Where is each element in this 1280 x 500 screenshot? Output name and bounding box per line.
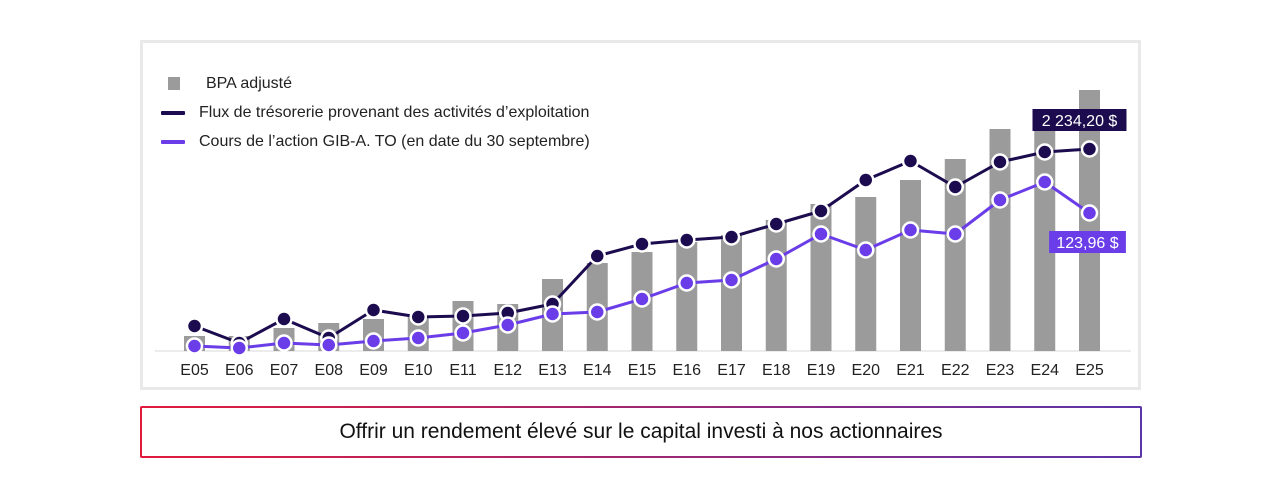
legend-swatch-share-price [161,139,185,144]
point-share-price-e11 [454,324,472,342]
point-share-price-e08 [320,336,338,354]
point-cash-flow-e14 [588,247,606,265]
point-cash-flow-e10 [409,308,427,326]
bar-e22 [944,159,966,351]
x-tick-label: E13 [538,362,567,379]
point-share-price-e14 [588,303,606,321]
x-tick-label: E18 [762,362,791,379]
point-cash-flow-e20 [857,171,875,189]
x-tick-label: E21 [896,362,925,379]
labels-layer: E05 E06 E07 E08 E09 E10 E11 E12 E13 E14 E15 E16 E17 E… [180,109,1127,379]
point-share-price-e24 [1036,173,1054,191]
x-tick-label: E19 [807,362,836,379]
point-cash-flow-e11 [454,307,472,325]
x-tick-label: E24 [1031,362,1060,379]
legend: BPA adjusté Flux de trésorerie provenant… [161,69,590,156]
point-share-price-e12 [499,316,517,334]
x-tick-label: E06 [225,362,254,379]
point-share-price-e10 [409,329,427,347]
x-tick-label: E22 [941,362,970,379]
point-share-price-e16 [678,274,696,292]
legend-swatch-cash-flow [161,110,185,115]
value-label-share-price-text: 123,96 $ [1056,235,1118,252]
x-tick-label: E14 [583,362,612,379]
x-tick-label: E23 [986,362,1015,379]
point-cash-flow-e18 [767,215,785,233]
point-cash-flow-e07 [275,310,293,328]
point-cash-flow-e22 [946,178,964,196]
legend-item-share-price: Cours de l’action GIB-A. TO (en date du … [161,127,590,156]
legend-item-cash-flow: Flux de trésorerie provenant des activit… [161,98,590,127]
point-cash-flow-e09 [364,301,383,319]
point-cash-flow-e21 [901,152,920,170]
point-share-price-e25 [1080,204,1099,222]
x-tick-label: E15 [628,362,657,379]
bar-e20 [855,197,877,351]
point-share-price-e07 [275,334,293,352]
x-tick-label: E10 [404,362,433,379]
x-tick-label: E12 [494,362,523,379]
x-tick-label: E20 [852,362,881,379]
callout-text: Offrir un rendement élevé sur le capital… [339,420,943,443]
bar-e24 [1034,112,1056,351]
value-label-share-price-bg [1049,231,1126,253]
point-cash-flow-e19 [812,202,830,220]
point-share-price-e19 [812,225,830,243]
bar-e21 [900,180,921,351]
point-share-price-e06 [230,339,248,357]
point-share-price-e15 [633,290,651,308]
point-cash-flow-e24 [1036,143,1054,161]
legend-swatch-eps [168,77,180,90]
point-share-price-e13 [543,305,562,323]
point-cash-flow-e16 [678,231,696,249]
point-cash-flow-e23 [991,153,1009,171]
point-cash-flow-e25 [1080,140,1099,158]
x-tick-label: E16 [673,362,702,379]
point-cash-flow-e15 [633,235,651,253]
point-share-price-e21 [901,221,920,239]
point-share-price-e20 [857,241,875,259]
value-label-cash-flow-text: 2 234,20 $ [1042,113,1118,130]
x-tick-label: E09 [359,362,388,379]
chart-panel: E05 E06 E07 E08 E09 E10 E11 E12 E13 E14 E15 E16 E17 E… [140,40,1141,390]
value-label-share-price: 123,96 $ [1049,231,1126,253]
point-cash-flow-e05 [185,317,204,335]
point-share-price-e23 [991,191,1009,209]
point-share-price-e17 [722,271,741,289]
legend-item-eps: BPA adjusté [161,69,590,98]
point-share-price-e22 [946,225,964,243]
callout-banner: Offrir un rendement élevé sur le capital… [140,406,1142,458]
legend-label-cash-flow: Flux de trésorerie provenant des activit… [199,103,590,121]
point-share-price-e09 [364,332,383,350]
point-share-price-e18 [767,250,785,268]
x-tick-label: E11 [449,362,476,379]
bar-e23 [989,129,1011,351]
bar-e17 [721,235,742,351]
value-label-cash-flow: 2 234,20 $ [1032,109,1127,131]
x-tick-label: E17 [717,362,746,379]
value-label-cash-flow-bg [1032,109,1127,131]
x-tick-label: E25 [1075,362,1104,379]
x-tick-label: E08 [315,362,344,379]
lines-layer [185,140,1099,357]
point-share-price-e05 [185,337,204,355]
x-tick-label: E05 [180,362,209,379]
bar-e16 [676,242,698,351]
point-cash-flow-e17 [722,228,741,246]
legend-label-share-price: Cours de l’action GIB-A. TO (en date du … [199,132,590,150]
legend-label-eps: BPA adjusté [206,74,292,92]
bar-e18 [765,220,787,351]
chart-svg: E05 E06 E07 E08 E09 E10 E11 E12 E13 E14 E15 E16 E17 E… [155,90,1131,379]
x-tick-label: E07 [270,362,299,379]
